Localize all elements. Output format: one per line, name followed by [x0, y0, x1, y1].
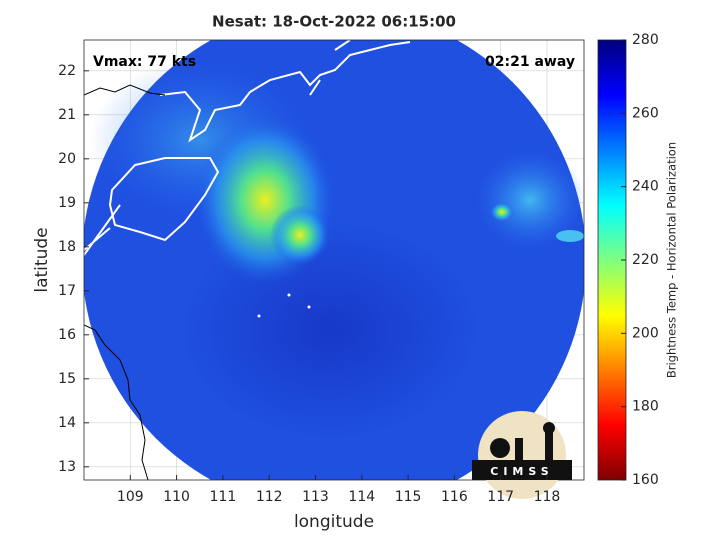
x-tick-label: 118	[534, 489, 561, 505]
x-axis-label: longitude	[294, 512, 374, 532]
x-tick-label: 116	[441, 489, 468, 505]
y-tick-label: 20	[58, 151, 76, 167]
y-tick-label: 17	[58, 283, 76, 299]
time-annotation: 02:21 away	[485, 54, 575, 70]
plot-frame	[83, 39, 585, 481]
y-tick-label: 15	[58, 371, 76, 387]
y-tick-label: 21	[58, 107, 76, 123]
y-tick-label: 18	[58, 239, 76, 255]
y-axis-label: latitude	[32, 227, 52, 292]
x-tick-label: 110	[163, 489, 190, 505]
colorbar-tick-label: 200	[632, 325, 659, 341]
satellite-swath	[84, 40, 584, 480]
colorbar-tick-label: 160	[632, 472, 659, 488]
y-tick-label: 16	[58, 327, 76, 343]
y-tick-label: 14	[58, 415, 76, 431]
x-tick-label: 111	[210, 489, 237, 505]
colorbar-tick-label: 220	[632, 252, 659, 268]
y-tick-label: 13	[58, 459, 76, 475]
chart-title: Nesat: 18-Oct-2022 06:15:00	[212, 13, 456, 31]
colorbar-tick-label: 240	[632, 179, 659, 195]
y-tick-label: 22	[58, 63, 76, 79]
colorbar-tick-label: 180	[632, 399, 659, 415]
vmax-annotation: Vmax: 77 kts	[93, 54, 196, 70]
y-tick-label: 19	[58, 195, 76, 211]
coastline-outside	[84, 84, 166, 480]
x-tick-label: 113	[302, 489, 329, 505]
x-tick-label: 117	[487, 489, 514, 505]
logo-text: CIMSS	[490, 465, 553, 478]
x-tick-label: 109	[117, 489, 144, 505]
colorbar-tick-label: 280	[632, 32, 659, 48]
x-tick-label: 114	[348, 489, 375, 505]
colorbar-label: Brightness Temp - Horizontal Polarizatio…	[665, 142, 679, 378]
colorbar-tick-label: 260	[632, 105, 659, 121]
x-tick-label: 115	[395, 489, 422, 505]
x-tick-label: 112	[256, 489, 283, 505]
